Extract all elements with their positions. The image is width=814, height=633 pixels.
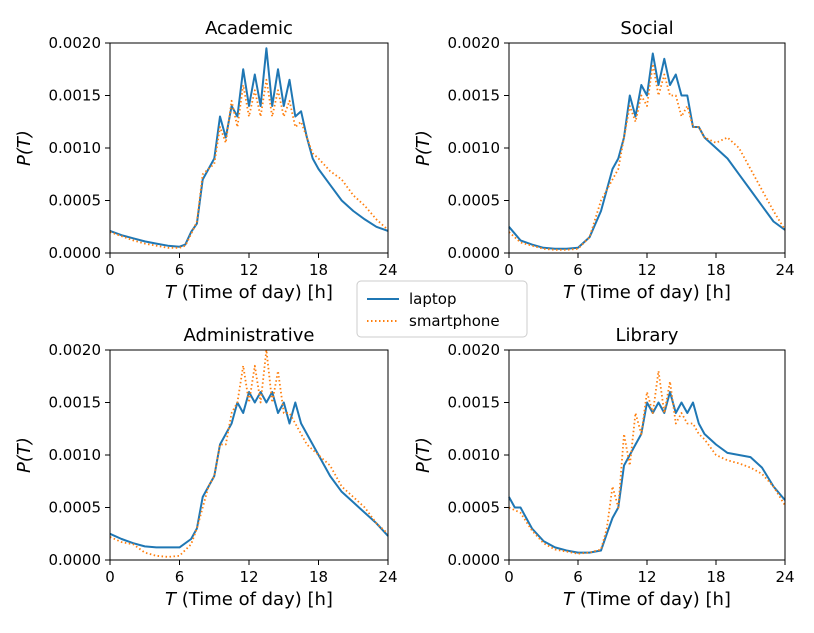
y-tick-label: 0.0020 bbox=[448, 341, 501, 359]
legend-frame bbox=[356, 280, 528, 338]
x-tick-label: 12 bbox=[637, 261, 656, 279]
legend-laptop-label: laptop bbox=[409, 290, 456, 308]
panel-social: Social 0 6 12 18 24 0.0000 0.0005 0.0010 0.0015 0.… bbox=[413, 18, 795, 303]
panel-administrative: Administrative 0 6 12 18 24 0.0000 0.0005 0.0010… bbox=[14, 325, 398, 610]
x-tick-label: 6 bbox=[573, 261, 583, 279]
series-laptop bbox=[109, 391, 389, 549]
series-smartphone bbox=[109, 78, 389, 249]
y-tick-label: 0.0010 bbox=[448, 139, 501, 157]
y-tick-label: 0.0005 bbox=[49, 499, 102, 517]
y-tick-label: 0.0010 bbox=[49, 139, 102, 157]
y-tick-label: 0.0020 bbox=[49, 34, 102, 52]
x-axis-label: T (Time of day) [h] bbox=[563, 589, 731, 610]
x-tick-label: 0 bbox=[105, 261, 115, 279]
panel-title: Academic bbox=[205, 18, 293, 39]
x-axis-label: T (Time of day) [h] bbox=[165, 589, 333, 610]
y-tick-label: 0.0015 bbox=[49, 87, 102, 105]
axes-frame bbox=[508, 42, 786, 254]
y-axis-label: P(T) bbox=[413, 130, 434, 166]
legend: laptop smartphone bbox=[356, 280, 528, 338]
y-tick-label: 0.0000 bbox=[448, 551, 501, 569]
y-tick-label: 0.0005 bbox=[49, 192, 102, 210]
y-tick-label: 0.0005 bbox=[448, 192, 501, 210]
x-tick-label: 12 bbox=[239, 261, 258, 279]
x-tick-label: 12 bbox=[637, 568, 656, 586]
x-tick-label: 18 bbox=[706, 568, 725, 586]
y-axis-label: P(T) bbox=[14, 437, 35, 473]
panel-title: Administrative bbox=[183, 325, 314, 346]
x-tick-label: 18 bbox=[309, 568, 328, 586]
panel-academic: Academic 0 6 12 18 24 0.0000 0.0005 0.0010 0.0015… bbox=[14, 18, 398, 303]
x-tick-label: 0 bbox=[105, 568, 115, 586]
x-tick-label: 0 bbox=[504, 261, 514, 279]
y-tick-label: 0.0015 bbox=[448, 394, 501, 412]
y-tick-label: 0.0010 bbox=[448, 446, 501, 464]
x-tick-label: 6 bbox=[573, 568, 583, 586]
x-tick-label: 6 bbox=[175, 261, 185, 279]
series-laptop bbox=[508, 391, 786, 554]
x-tick-label: 6 bbox=[175, 568, 185, 586]
x-tick-label: 24 bbox=[378, 261, 397, 279]
axes-frame bbox=[109, 42, 389, 254]
x-tick-label: 0 bbox=[504, 568, 514, 586]
x-tick-label: 24 bbox=[775, 261, 794, 279]
y-axis-label: P(T) bbox=[14, 130, 35, 166]
axes-frame bbox=[109, 349, 389, 561]
panel-library: Library 0 6 12 18 24 0.0000 0.0005 0.0010 0.0015 0… bbox=[413, 325, 795, 610]
x-tick-label: 24 bbox=[775, 568, 794, 586]
x-tick-label: 18 bbox=[706, 261, 725, 279]
y-axis-label: P(T) bbox=[413, 437, 434, 473]
legend-smartphone-label: smartphone bbox=[409, 312, 500, 330]
x-tick-label: 18 bbox=[309, 261, 328, 279]
y-tick-label: 0.0005 bbox=[448, 499, 501, 517]
y-tick-label: 0.0020 bbox=[49, 341, 102, 359]
panels: Academic 0 6 12 18 24 0.0000 0.0005 0.0010 0.0015… bbox=[14, 18, 795, 610]
series-smartphone bbox=[508, 370, 786, 555]
series-laptop bbox=[109, 47, 389, 248]
series-smartphone bbox=[109, 349, 389, 558]
x-tick-label: 24 bbox=[378, 568, 397, 586]
y-tick-label: 0.0000 bbox=[448, 244, 501, 262]
y-tick-label: 0.0015 bbox=[49, 394, 102, 412]
panel-title: Library bbox=[616, 325, 679, 346]
series-laptop bbox=[508, 52, 786, 250]
x-tick-label: 12 bbox=[239, 568, 258, 586]
y-tick-label: 0.0020 bbox=[448, 34, 501, 52]
y-tick-label: 0.0015 bbox=[448, 87, 501, 105]
x-axis-label: T (Time of day) [h] bbox=[165, 282, 333, 303]
x-axis-label: T (Time of day) [h] bbox=[563, 282, 731, 303]
y-tick-label: 0.0000 bbox=[49, 551, 102, 569]
panel-title: Social bbox=[620, 18, 673, 39]
y-tick-label: 0.0010 bbox=[49, 446, 102, 464]
y-tick-label: 0.0000 bbox=[49, 244, 102, 262]
